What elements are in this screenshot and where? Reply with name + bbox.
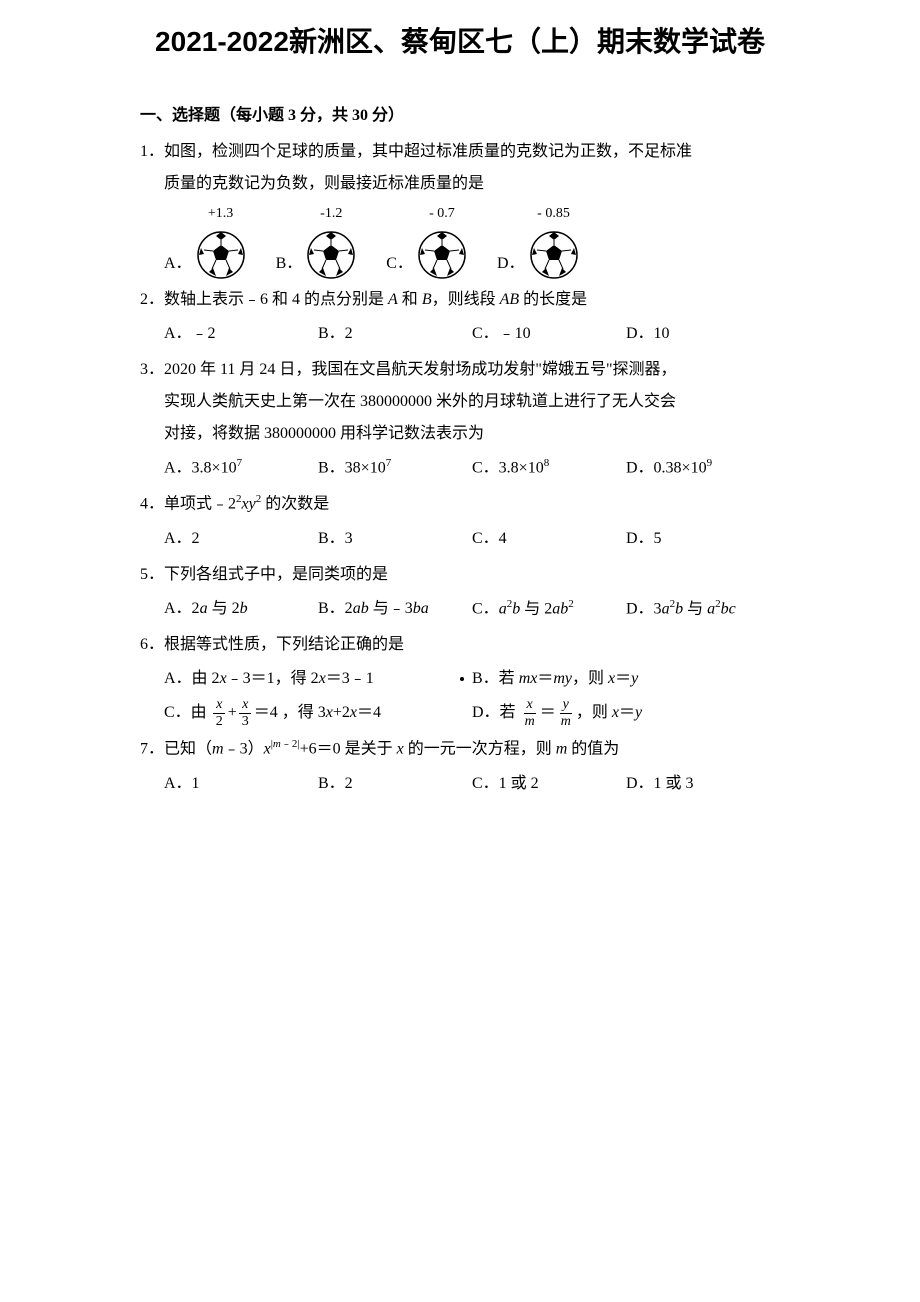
soccer-ball-icon [417, 230, 467, 280]
opt-b-letter: B． [276, 248, 303, 280]
soccer-label-a: +1.3 [208, 200, 233, 228]
question-3: 3．2020 年 11 月 24 日，我国在文昌航天发射场成功发射"嫦娥五号"探… [140, 354, 780, 484]
soccer-ball-icon [306, 230, 356, 280]
q2-opt-c: C．﹣10 [472, 318, 626, 350]
q6-text: 6．根据等式性质，下列结论正确的是 [140, 629, 780, 661]
q3-opt-a: A．3.8×107 [164, 452, 318, 484]
q7-opt-a: A．1 [164, 768, 318, 800]
q3-line2: 实现人类航天史上第一次在 380000000 米外的月球轨道上进行了无人交会 [140, 386, 780, 418]
q2-text: 2．数轴上表示﹣6 和 4 的点分别是 A 和 B，则线段 AB 的长度是 [140, 284, 780, 316]
q4-opt-c: C．4 [472, 523, 626, 555]
q5-opt-a: A．2a 与 2b [164, 593, 318, 625]
soccer-label-c: - 0.7 [429, 200, 455, 228]
q4-text: 4．单项式﹣22xy2 的次数是 [140, 488, 780, 520]
q3-opt-d: D．0.38×109 [626, 452, 780, 484]
opt-d-letter: D． [497, 248, 525, 280]
question-2: 2．数轴上表示﹣6 和 4 的点分别是 A 和 B，则线段 AB 的长度是 A．… [140, 284, 780, 350]
q2-opt-b: B．2 [318, 318, 472, 350]
q3-line1: 3．2020 年 11 月 24 日，我国在文昌航天发射场成功发射"嫦娥五号"探… [140, 354, 780, 386]
q4-opt-a: A．2 [164, 523, 318, 555]
q1-opt-d: D． - 0.85 [497, 200, 579, 280]
q1-options: A． +1.3 B． [140, 200, 780, 280]
q1-opt-b: B． -1.2 [276, 200, 357, 280]
opt-c-letter: C． [386, 248, 413, 280]
question-5: 5．下列各组式子中，是同类项的是 A．2a 与 2b B．2ab 与﹣3ba C… [140, 559, 780, 625]
q1-opt-c: C． - 0.7 [386, 200, 467, 280]
soccer-ball-icon [529, 230, 579, 280]
q6-opt-a: A．由 2x﹣3＝1，得 2x＝3﹣1 [164, 663, 472, 695]
soccer-label-d: - 0.85 [537, 200, 570, 228]
q3-opt-c: C．3.8×108 [472, 452, 626, 484]
q1-line1: 1．如图，检测四个足球的质量，其中超过标准质量的克数记为正数，不足标准 [140, 136, 780, 168]
opt-a-letter: A． [164, 248, 192, 280]
q5-opt-d: D．3a2b 与 a2bc [626, 593, 780, 625]
q5-opt-b: B．2ab 与﹣3ba [318, 593, 472, 625]
content-area: 一、选择题（每小题 3 分，共 30 分） 1．如图，检测四个足球的质量，其中超… [40, 100, 880, 800]
q3-opt-b: B．38×107 [318, 452, 472, 484]
question-7: 7．已知（m﹣3）x|m﹣2|+6＝0 是关于 x 的一元一次方程，则 m 的值… [140, 733, 780, 799]
q5-text: 5．下列各组式子中，是同类项的是 [140, 559, 780, 591]
q7-opt-c: C．1 或 2 [472, 768, 626, 800]
soccer-label-b: -1.2 [320, 200, 342, 228]
section-1-header: 一、选择题（每小题 3 分，共 30 分） [140, 100, 780, 132]
question-1: 1．如图，检测四个足球的质量，其中超过标准质量的克数记为正数，不足标准 质量的克… [140, 136, 780, 280]
q4-opt-d: D．5 [626, 523, 780, 555]
page-title: 2021-2022新洲区、蔡甸区七（上）期末数学试卷 [40, 20, 880, 60]
q7-text: 7．已知（m﹣3）x|m﹣2|+6＝0 是关于 x 的一元一次方程，则 m 的值… [140, 733, 780, 765]
q6-opt-c: C．由 x2+x3＝4 ，得 3x+2x＝4 [164, 697, 472, 729]
soccer-ball-icon [196, 230, 246, 280]
question-6: 6．根据等式性质，下列结论正确的是 A．由 2x﹣3＝1，得 2x＝3﹣1 B．… [140, 629, 780, 729]
q2-opt-d: D．10 [626, 318, 780, 350]
q7-opt-b: B．2 [318, 768, 472, 800]
q1-opt-a: A． +1.3 [164, 200, 246, 280]
q3-line3: 对接，将数据 380000000 用科学记数法表示为 [140, 418, 780, 450]
q4-opt-b: B．3 [318, 523, 472, 555]
q6-opt-b: B．若 mx＝my，则 x＝y [472, 663, 780, 695]
q2-opt-a: A．﹣2 [164, 318, 318, 350]
q7-opt-d: D．1 或 3 [626, 768, 780, 800]
q5-opt-c: C．a2b 与 2ab2 [472, 593, 626, 625]
q6-opt-d: D．若 xm＝ym，则 x＝y [472, 697, 780, 729]
q1-line2: 质量的克数记为负数，则最接近标准质量的是 [140, 168, 780, 200]
question-4: 4．单项式﹣22xy2 的次数是 A．2 B．3 C．4 D．5 [140, 488, 780, 554]
